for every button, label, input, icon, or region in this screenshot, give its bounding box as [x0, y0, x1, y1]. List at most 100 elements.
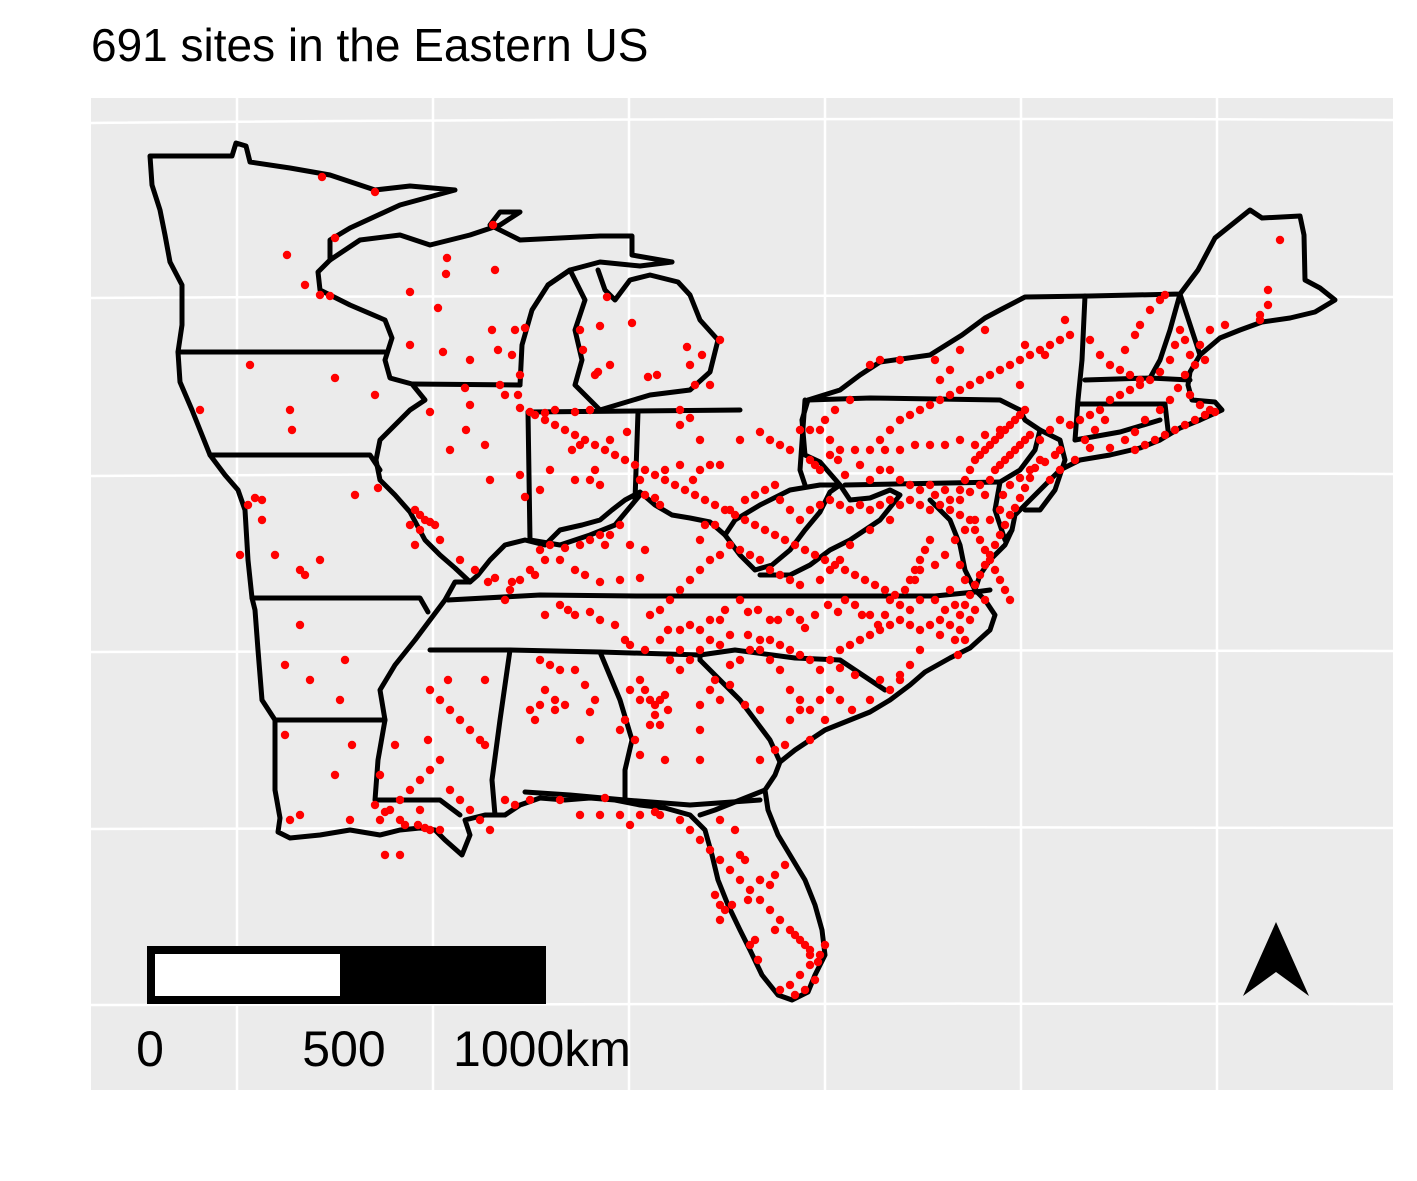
- scale-label-1000km: 1000km: [453, 1021, 631, 1077]
- site-point: [720, 505, 730, 515]
- site-point: [755, 705, 765, 715]
- site-point: [335, 695, 345, 705]
- site-point: [590, 440, 600, 450]
- site-point: [627, 318, 637, 328]
- site-point: [660, 475, 670, 485]
- site-point: [585, 607, 595, 617]
- site-point: [805, 945, 815, 955]
- site-point: [675, 585, 685, 595]
- site-point: [1045, 475, 1055, 485]
- graticule: [90, 98, 1394, 1090]
- site-point: [685, 620, 695, 630]
- site-point: [710, 890, 720, 900]
- site-point: [965, 615, 975, 625]
- site-point: [695, 465, 705, 475]
- site-point: [955, 510, 965, 520]
- site-point: [965, 487, 975, 497]
- site-point: [905, 480, 915, 490]
- site-point: [425, 407, 435, 417]
- site-point: [675, 625, 685, 635]
- site-point: [955, 560, 965, 570]
- site-point: [680, 485, 690, 495]
- site-point: [695, 835, 705, 845]
- site-point: [980, 490, 990, 500]
- site-point: [1120, 435, 1130, 445]
- site-point: [461, 425, 471, 435]
- site-point: [985, 515, 995, 525]
- site-point: [330, 373, 340, 383]
- site-point: [1080, 435, 1090, 445]
- site-point: [330, 770, 340, 780]
- site-point: [560, 700, 570, 710]
- site-point: [575, 810, 585, 820]
- site-point: [905, 660, 915, 670]
- site-point: [865, 475, 875, 485]
- site-point: [750, 490, 760, 500]
- site-point: [415, 525, 425, 535]
- site-point: [560, 543, 570, 553]
- site-point: [890, 590, 900, 600]
- site-point: [857, 610, 867, 620]
- site-point: [475, 735, 485, 745]
- site-point: [413, 820, 423, 830]
- site-point: [287, 425, 297, 435]
- site-point: [895, 415, 905, 425]
- site-point: [715, 855, 725, 865]
- site-point: [643, 372, 653, 382]
- site-point: [813, 957, 823, 967]
- site-point: [695, 645, 705, 655]
- site-point: [745, 885, 755, 895]
- site-point: [385, 805, 395, 815]
- site-point: [895, 445, 905, 455]
- site-point: [990, 565, 1000, 575]
- site-point: [875, 625, 885, 635]
- site-point: [760, 485, 770, 495]
- site-point: [895, 355, 905, 365]
- site-point: [1115, 365, 1125, 375]
- site-point: [865, 630, 875, 640]
- site-point: [525, 705, 535, 715]
- site-point: [820, 415, 830, 425]
- site-point: [545, 465, 555, 475]
- site-point: [995, 365, 1005, 375]
- site-point: [580, 435, 590, 445]
- site-point: [705, 460, 715, 470]
- site-point: [1015, 355, 1025, 365]
- site-point: [300, 280, 310, 290]
- site-point: [955, 495, 965, 505]
- site-point: [1100, 415, 1110, 425]
- site-point: [800, 985, 810, 995]
- site-point: [820, 555, 830, 565]
- site-point: [805, 735, 815, 745]
- site-point: [650, 710, 660, 720]
- site-point: [915, 645, 925, 655]
- site-point: [640, 685, 650, 695]
- site-point: [750, 520, 760, 530]
- site-point: [635, 675, 645, 685]
- site-point: [507, 350, 517, 360]
- site-point: [855, 500, 865, 510]
- site-point: [950, 535, 960, 545]
- site-point: [655, 500, 665, 510]
- site-point: [405, 340, 415, 350]
- site-point: [425, 765, 435, 775]
- site-point: [875, 355, 885, 365]
- site-point: [1160, 290, 1170, 300]
- site-point: [770, 480, 780, 490]
- site-point: [430, 520, 440, 530]
- site-point: [1130, 445, 1140, 455]
- site-point: [940, 485, 950, 495]
- site-point: [945, 585, 955, 595]
- site-point: [600, 445, 610, 455]
- site-point: [885, 620, 895, 630]
- site-point: [438, 347, 448, 357]
- site-point: [840, 595, 850, 605]
- site-point: [1125, 385, 1135, 395]
- site-point: [925, 480, 935, 490]
- site-point: [730, 825, 740, 835]
- site-point: [545, 660, 555, 670]
- site-point: [965, 590, 975, 600]
- scale-bar-white-segment: [147, 946, 348, 1004]
- site-point: [875, 435, 885, 445]
- site-point: [785, 715, 795, 725]
